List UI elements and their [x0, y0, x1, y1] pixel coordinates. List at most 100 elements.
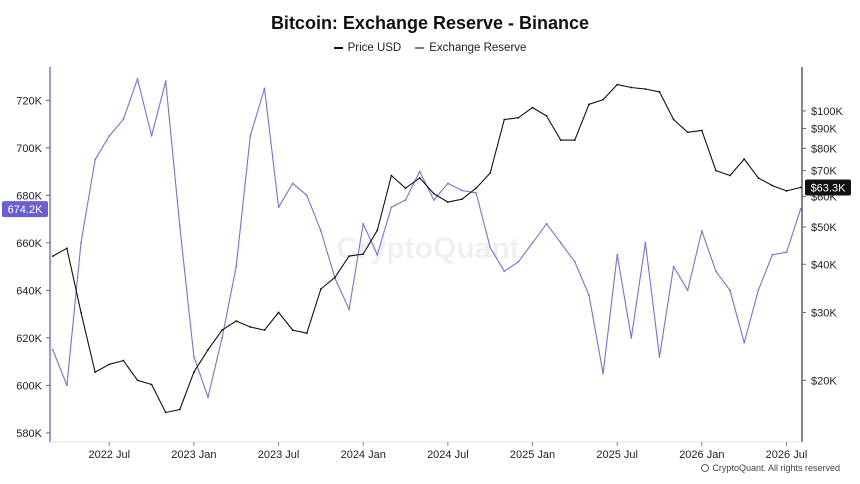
data-point-exchange-reserve	[249, 134, 252, 137]
data-point-exchange-reserve	[80, 241, 82, 244]
data-point-price-usd	[602, 98, 604, 101]
data-point-exchange-reserve	[207, 396, 209, 399]
legend-item-reserve[interactable]: Exchange Reserve	[415, 42, 526, 54]
legend-item-price[interactable]: Price USD	[333, 42, 402, 54]
data-point-exchange-reserve	[178, 225, 181, 228]
data-point-price-usd	[291, 329, 294, 331]
data-point-exchange-reserve	[432, 199, 435, 201]
x-tick-label: 2023 Jan	[171, 449, 216, 461]
data-point-exchange-reserve	[588, 294, 590, 296]
data-point-price-usd	[573, 139, 576, 141]
data-point-price-usd	[489, 172, 492, 174]
data-point-exchange-reserve	[277, 206, 280, 209]
right-tick-label: $30K	[811, 307, 837, 319]
data-point-exchange-reserve	[503, 270, 506, 273]
data-point-exchange-reserve	[193, 355, 195, 358]
legend-label-price: Price USD	[347, 42, 402, 54]
right-tick-label: $80K	[811, 143, 837, 155]
data-point-price-usd	[771, 184, 774, 187]
data-point-price-usd	[376, 229, 379, 232]
data-point-exchange-reserve	[66, 384, 68, 387]
chart-legend: Price USD Exchange Reserve	[0, 42, 860, 54]
data-point-price-usd	[729, 174, 731, 177]
data-point-price-usd	[136, 379, 139, 382]
data-point-exchange-reserve	[376, 253, 379, 256]
data-point-price-usd	[193, 371, 195, 374]
data-point-price-usd	[235, 320, 238, 322]
data-point-price-usd	[588, 103, 590, 106]
data-point-exchange-reserve	[517, 260, 520, 263]
data-point-exchange-reserve	[221, 336, 224, 339]
data-point-exchange-reserve	[743, 341, 746, 344]
data-point-price-usd	[348, 255, 351, 258]
data-point-price-usd	[559, 139, 562, 141]
data-point-price-usd	[616, 83, 619, 86]
data-point-exchange-reserve	[51, 348, 54, 351]
right-tick-label: $50K	[811, 222, 837, 234]
data-point-exchange-reserve	[785, 251, 788, 254]
left-tick-label: 640K	[16, 285, 42, 297]
chart-footer: CryptoQuant. All rights reserved	[701, 463, 840, 473]
data-point-exchange-reserve	[235, 265, 238, 268]
series-line-price-usd	[52, 84, 801, 414]
legend-swatch-price	[333, 47, 343, 49]
data-point-exchange-reserve	[305, 194, 308, 197]
left-tick-label: 660K	[16, 238, 42, 250]
data-point-price-usd	[221, 329, 224, 331]
data-point-price-usd	[390, 174, 393, 177]
data-point-price-usd	[263, 329, 266, 331]
data-point-price-usd	[743, 158, 746, 160]
data-point-exchange-reserve	[559, 241, 562, 244]
data-point-exchange-reserve	[461, 189, 463, 192]
data-point-price-usd	[503, 118, 506, 121]
left-tick-label: 620K	[16, 333, 42, 345]
data-point-exchange-reserve	[644, 241, 647, 244]
data-point-exchange-reserve	[94, 158, 97, 161]
data-point-price-usd	[150, 383, 153, 386]
legend-swatch-reserve	[415, 47, 425, 49]
price-value-badge	[805, 179, 851, 196]
x-tick-label: 2026 Jan	[679, 449, 724, 461]
data-point-exchange-reserve	[319, 230, 322, 232]
x-tick-label: 2026 Jul	[766, 449, 808, 461]
x-tick-label: 2023 Jul	[258, 449, 300, 461]
data-point-exchange-reserve	[475, 192, 477, 194]
data-point-price-usd	[461, 198, 463, 201]
data-point-exchange-reserve	[122, 118, 125, 121]
data-point-price-usd	[531, 106, 534, 109]
left-tick-label: 700K	[16, 143, 42, 155]
data-point-price-usd	[404, 187, 407, 190]
data-point-exchange-reserve	[616, 253, 619, 256]
data-point-price-usd	[672, 118, 675, 121]
data-point-price-usd	[630, 86, 633, 89]
data-point-price-usd	[715, 169, 717, 172]
data-point-exchange-reserve	[672, 265, 675, 268]
data-point-price-usd	[799, 186, 802, 189]
data-point-price-usd	[319, 288, 322, 290]
data-point-price-usd	[757, 177, 760, 179]
data-point-exchange-reserve	[404, 199, 407, 201]
legend-label-reserve: Exchange Reserve	[429, 42, 527, 54]
data-point-exchange-reserve	[489, 246, 492, 249]
data-point-exchange-reserve	[686, 289, 689, 292]
data-point-exchange-reserve	[658, 355, 661, 358]
data-point-exchange-reserve	[150, 134, 153, 137]
data-point-exchange-reserve	[799, 208, 802, 210]
data-point-price-usd	[686, 131, 689, 134]
data-point-exchange-reserve	[573, 260, 576, 263]
data-point-exchange-reserve	[715, 270, 717, 273]
price-value-badge-label: $63.3K	[811, 182, 847, 194]
data-point-price-usd	[517, 116, 520, 119]
data-point-exchange-reserve	[390, 206, 393, 209]
data-point-exchange-reserve	[164, 80, 167, 83]
x-tick-label: 2025 Jan	[510, 449, 555, 461]
data-point-exchange-reserve	[362, 222, 365, 225]
left-tick-label: 680K	[16, 190, 42, 202]
data-point-price-usd	[334, 276, 336, 279]
chart-title: Bitcoin: Exchange Reserve - Binance	[270, 13, 590, 33]
data-point-price-usd	[277, 311, 280, 314]
data-point-exchange-reserve	[771, 253, 774, 256]
data-point-price-usd	[108, 363, 111, 366]
